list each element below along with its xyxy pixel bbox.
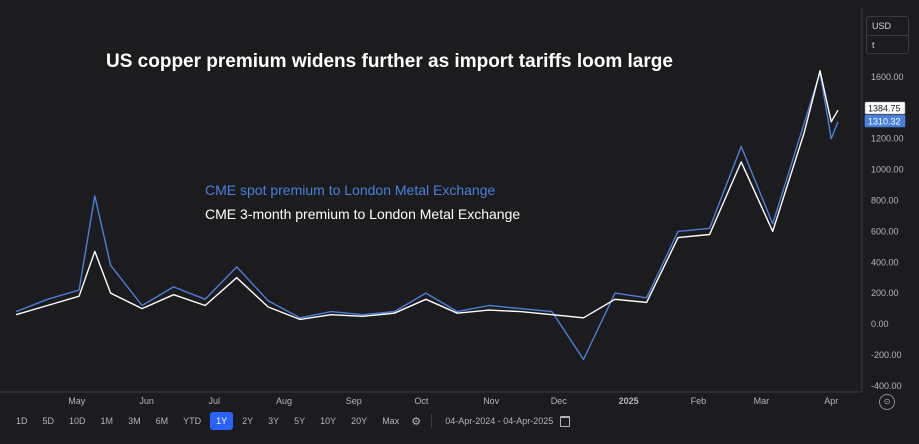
timeframe-3m-button[interactable]: 3M	[128, 416, 141, 426]
calendar-icon	[560, 415, 571, 427]
timeframe-6m-button[interactable]: 6M	[155, 416, 169, 426]
timeframe-1d-button[interactable]: 1D	[16, 416, 28, 426]
toolbar-divider	[431, 414, 433, 428]
x-tick-label: Mar	[754, 396, 770, 406]
x-tick-label: May	[68, 396, 86, 406]
timeframe-20y-button[interactable]: 20Y	[351, 416, 368, 426]
currency-label[interactable]: USD	[872, 21, 892, 31]
timeframe-2y-button[interactable]: 2Y	[242, 416, 254, 426]
y-tick-label: 1000.00	[871, 165, 904, 175]
y-tick-label: 400.00	[871, 257, 899, 267]
last-value-text: 1384.75	[868, 104, 901, 114]
x-tick-label: Feb	[691, 396, 707, 406]
timeframe-10d-button[interactable]: 10D	[69, 416, 86, 426]
x-tick-label: Jun	[139, 396, 154, 406]
series-lines-layer	[15, 70, 839, 361]
last-value-badge: 1384.75	[864, 101, 906, 115]
reset-view-icon[interactable]: ⊙	[879, 394, 895, 410]
x-tick-label: Apr	[824, 396, 838, 406]
date-range-picker[interactable]: 04-Apr-2024 - 04-Apr-2025	[439, 412, 576, 430]
y-tick-label: 1600.00	[871, 72, 904, 82]
timeframe-1y-button[interactable]: 1Y	[210, 412, 234, 430]
timeframe-5d-button[interactable]: 5D	[42, 416, 55, 426]
series-line-1	[15, 70, 839, 321]
y-tick-label: 0.00	[871, 319, 889, 329]
x-tick-label: Dec	[551, 396, 568, 406]
x-tick-label: Nov	[483, 396, 500, 406]
timeframe-1m-button[interactable]: 1M	[100, 416, 114, 426]
timeframe-max-button[interactable]: Max	[382, 416, 400, 426]
last-value-badges: 1384.75 1310.32	[864, 101, 906, 128]
x-tick-label: Oct	[414, 396, 429, 406]
y-tick-label: 1200.00	[871, 134, 904, 144]
date-range-label: 04-Apr-2024 - 04-Apr-2025	[445, 416, 554, 426]
timeframe-ytd-button[interactable]: YTD	[183, 416, 202, 426]
x-tick-label: Aug	[276, 396, 292, 406]
chart-title: US copper premium widens further as impo…	[106, 51, 673, 72]
y-axis: 1600.001400.001200.001000.00800.00600.00…	[861, 8, 904, 392]
legend-spot-premium: CME spot premium to London Metal Exchang…	[205, 182, 495, 198]
x-tick-label: Sep	[346, 396, 362, 406]
timeframe-toolbar: 1D 5D 10D 1M 3M 6M YTD 1Y 2Y 3Y 5Y 10Y 2…	[10, 412, 576, 430]
unit-label[interactable]: t	[867, 35, 908, 54]
legend-3month-premium: CME 3-month premium to London Metal Exch…	[205, 206, 520, 222]
x-axis: May Jun Jul Aug Sep Oct Nov Dec 2025 Feb Mar Apr	[0, 391, 862, 406]
timeframe-3y-button[interactable]: 3Y	[268, 416, 280, 426]
last-value-badge: 1310.32	[864, 114, 906, 128]
series-line-0	[15, 71, 839, 361]
y-tick-label: -400.00	[871, 381, 902, 391]
last-value-text: 1310.32	[868, 117, 901, 127]
currency-selector[interactable]: USD t	[866, 16, 909, 54]
timeframe-5y-button[interactable]: 5Y	[294, 416, 306, 426]
y-tick-label: 800.00	[871, 196, 899, 206]
x-tick-label: Jul	[208, 396, 220, 406]
timeframe-10y-button[interactable]: 10Y	[320, 416, 337, 426]
y-tick-label: 200.00	[871, 288, 899, 298]
y-tick-label: -200.00	[871, 350, 902, 360]
x-tick-label: 2025	[619, 396, 639, 406]
gear-icon[interactable]: ⚙	[411, 415, 422, 428]
y-tick-label: 600.00	[871, 226, 899, 236]
